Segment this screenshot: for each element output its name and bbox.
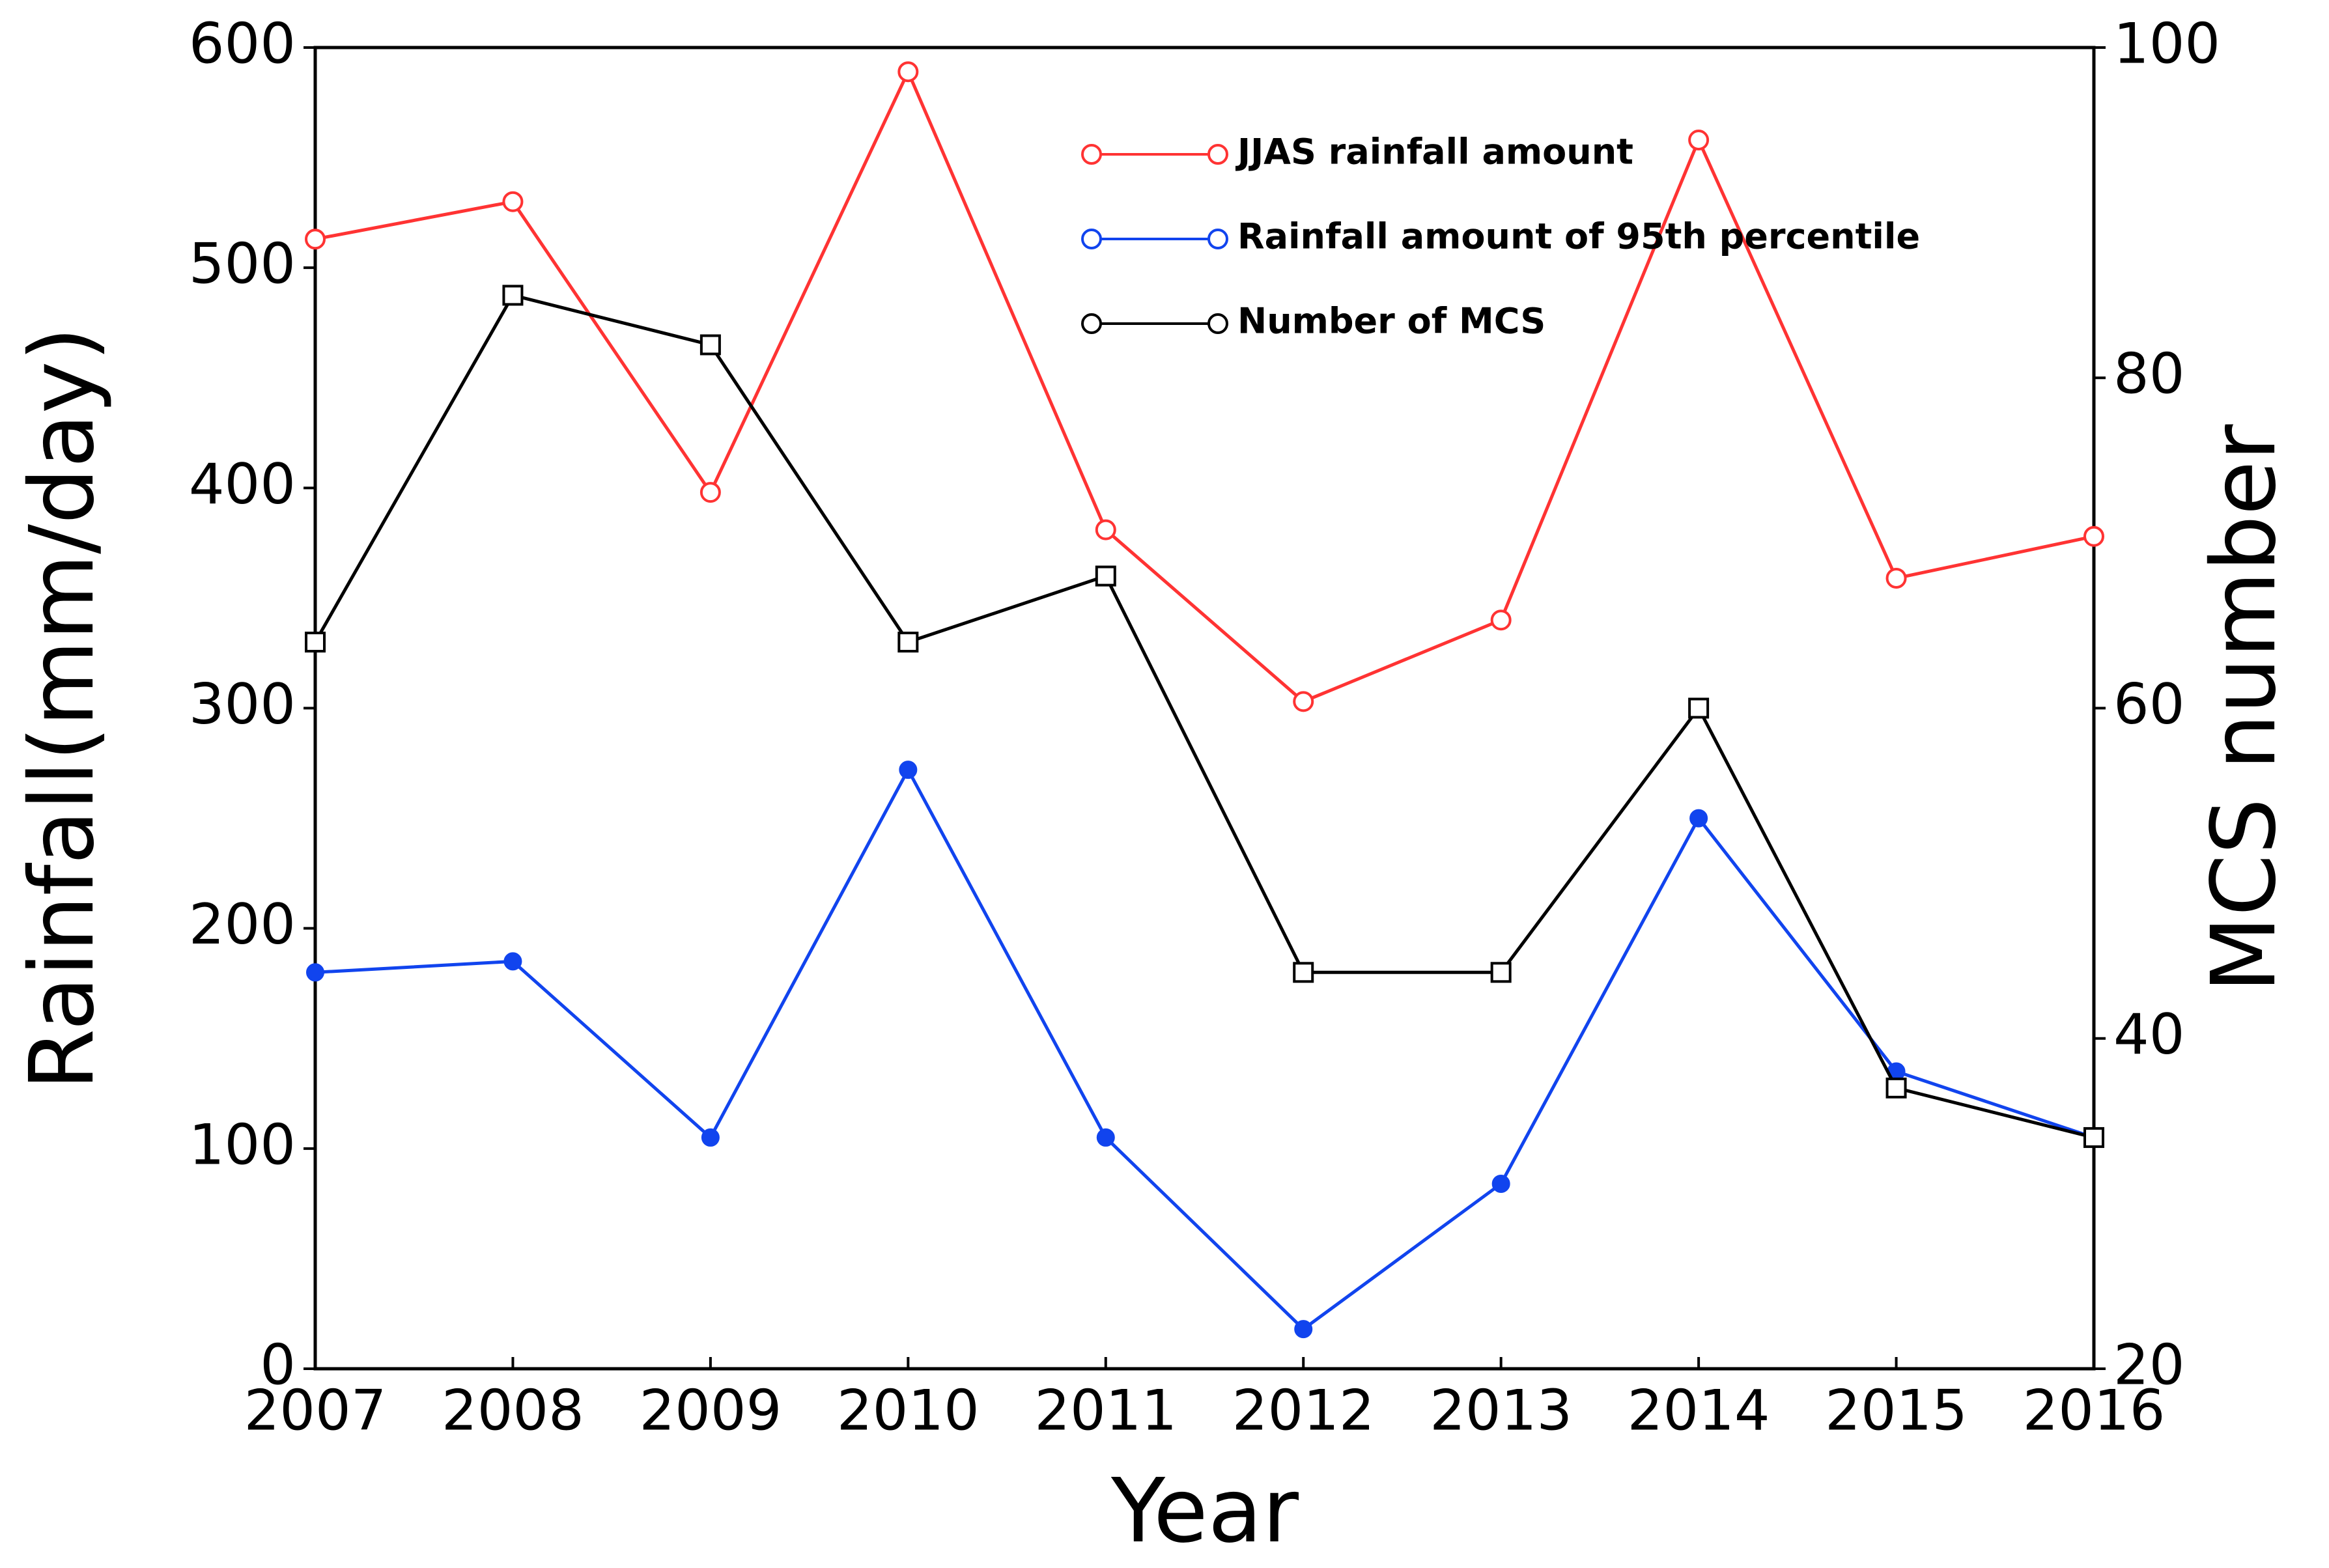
data-point (1293, 962, 1314, 983)
legend-marker (1081, 144, 1102, 165)
y2-axis-title: MCS number (2193, 425, 2296, 993)
data-point (306, 963, 324, 982)
y2-tick-label: 60 (2113, 672, 2184, 737)
data-point (503, 952, 522, 971)
series-line (313, 293, 2095, 1140)
data-point (1095, 519, 1116, 540)
data-point (1095, 565, 1116, 587)
y-tick-label: 600 (189, 11, 296, 76)
y2-tick-label: 100 (2113, 11, 2220, 76)
y2-tick-label: 80 (2113, 342, 2184, 407)
y-tick-label: 0 (260, 1332, 296, 1397)
x-tick-label: 2014 (1628, 1378, 1770, 1443)
x-tick-label: 2011 (1034, 1378, 1177, 1443)
x-tick-label: 2008 (442, 1378, 584, 1443)
data-point (305, 632, 326, 653)
data-point (699, 334, 721, 356)
data-point (502, 191, 524, 212)
y2-tick-label: 40 (2113, 1002, 2184, 1067)
legend-label: Rainfall amount of 95th percentile (1237, 216, 1920, 257)
legend-marker (1081, 229, 1102, 249)
series-line (315, 766, 2095, 1332)
y-tick-label: 500 (189, 232, 296, 297)
data-point (899, 761, 918, 779)
legend-marker (1207, 313, 1228, 334)
data-point (1096, 1128, 1115, 1147)
data-point (305, 229, 326, 250)
legend-label: Number of MCS (1237, 301, 1546, 342)
data-point (701, 1128, 720, 1147)
data-point (897, 61, 919, 83)
data-point (1490, 962, 1512, 983)
x-tick-label: 2012 (1232, 1378, 1375, 1443)
y-tick-label: 200 (189, 892, 296, 957)
data-point (1885, 567, 1907, 589)
plot-frame (313, 46, 2096, 1371)
series-line (315, 68, 2095, 704)
x-tick-label: 2013 (1430, 1378, 1572, 1443)
data-point (1490, 609, 1512, 631)
data-point (1688, 130, 1710, 151)
x-tick-label: 2010 (837, 1378, 980, 1443)
x-tick-label: 2015 (1825, 1378, 1968, 1443)
data-point (1294, 1320, 1313, 1339)
y-tick-label: 300 (189, 672, 296, 737)
y-axis-title: Rainfall(mm/day) (11, 327, 114, 1091)
data-point (897, 632, 919, 653)
data-point (1689, 809, 1708, 828)
x-axis-title: Year (1110, 1460, 1299, 1563)
data-point (1885, 1077, 1907, 1099)
y-tick-label: 400 (189, 452, 296, 517)
data-point (1293, 691, 1314, 712)
data-point (502, 285, 524, 306)
data-point (2083, 525, 2104, 547)
data-point (2083, 1127, 2104, 1148)
legend-label: JJAS rainfall amount (1235, 132, 1633, 173)
legend-marker (1207, 144, 1228, 165)
x-tick-label: 2009 (639, 1378, 782, 1443)
x-tick-label: 2016 (2023, 1378, 2166, 1443)
x-tick-label: 2007 (244, 1378, 387, 1443)
legend-marker (1207, 229, 1228, 249)
legend-marker (1081, 313, 1102, 334)
y2-tick-label: 20 (2113, 1332, 2184, 1397)
data-point (1688, 697, 1710, 719)
y-tick-label: 100 (189, 1112, 296, 1177)
data-point (1491, 1174, 1510, 1193)
data-point (699, 482, 721, 503)
